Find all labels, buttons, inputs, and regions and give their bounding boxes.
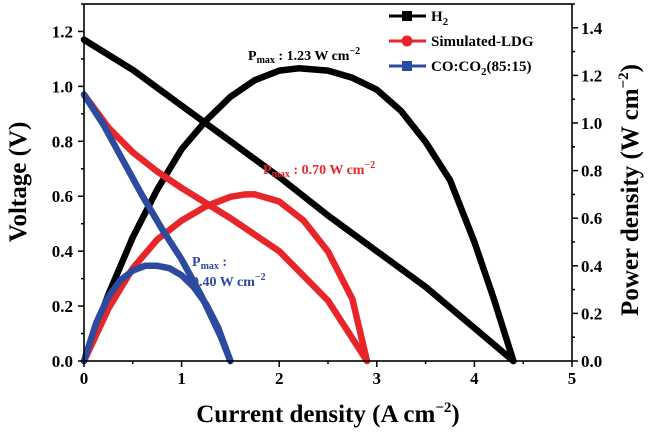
series-0-power-curve bbox=[80, 65, 517, 365]
pmax-annotation-co-value: 0.40 W cm−2 bbox=[192, 272, 266, 290]
x-tick-label: 2 bbox=[275, 369, 284, 388]
legend-marker-h2 bbox=[402, 11, 412, 21]
axis-ticks bbox=[78, 3, 578, 367]
x-axis-title-exp: −2 bbox=[435, 400, 451, 416]
legend-text-co: CO:CO2(85:15) bbox=[431, 59, 532, 78]
y-right-tick-label: 0.4 bbox=[581, 257, 603, 276]
x-tick-label: 4 bbox=[470, 369, 479, 388]
y-left-tick-label: 0.2 bbox=[52, 297, 73, 316]
x-tick-label: 0 bbox=[80, 369, 89, 388]
series-0-voltage-line bbox=[80, 36, 517, 365]
x-axis-title-close: ) bbox=[451, 401, 459, 428]
x-tick-label: 3 bbox=[373, 369, 382, 388]
y-left-tick-label: 1.2 bbox=[52, 22, 73, 41]
y-right-tick-label: 1.4 bbox=[581, 19, 603, 38]
y-left-tick-label: 0.0 bbox=[52, 352, 73, 371]
plot-lines bbox=[80, 36, 517, 365]
legend-text-ldg: Simulated-LDG bbox=[431, 34, 534, 50]
y-right-tick-label: 1.2 bbox=[581, 66, 602, 85]
x-tick-label: 5 bbox=[568, 369, 577, 388]
y-right-tick-label: 0.2 bbox=[581, 304, 602, 323]
legend-marker-co bbox=[402, 61, 412, 71]
y-left-tick-label: 0.8 bbox=[52, 132, 73, 151]
y-right-tick-label: 0.0 bbox=[581, 352, 602, 371]
tick-labels: 0 1 2 3 4 50.00.20.40.60.81.01.20.00.20.40.60… bbox=[52, 19, 603, 388]
y-axis-right-title-exp: −2 bbox=[616, 72, 632, 88]
pmax-annotation-h2: Pmax : 1.23 W cm−2 bbox=[248, 46, 360, 66]
x-axis-title: Current density (A cm−2) bbox=[196, 400, 460, 428]
y-left-tick-label: 1.0 bbox=[52, 77, 73, 96]
y-right-tick-label: 0.6 bbox=[581, 209, 602, 228]
legend-marker-ldg bbox=[401, 35, 413, 47]
y-axis-left-title: Voltage (V) bbox=[5, 122, 32, 243]
x-tick-label: 1 bbox=[177, 369, 186, 388]
y-axis-right-title-main: Power density (W cm bbox=[617, 88, 644, 316]
series-1-power-curve bbox=[80, 191, 371, 365]
series-1-voltage-line bbox=[80, 91, 371, 365]
pmax-annotation-co: Pmax : bbox=[192, 255, 227, 272]
y-axis-right-title: Power density (W cm−2) bbox=[616, 64, 644, 316]
pmax-annotation-ldg: Pmax : 0.70 W cm−2 bbox=[263, 160, 375, 180]
y-left-tick-label: 0.6 bbox=[52, 187, 73, 206]
y-right-tick-label: 0.8 bbox=[581, 162, 602, 181]
legend-text-h2: H2 bbox=[431, 9, 449, 28]
legend: H2 Simulated-LDG CO:CO2(85:15) bbox=[389, 9, 534, 78]
y-axis-right-title-close: ) bbox=[617, 64, 644, 72]
x-axis-title-main: Current density (A cm bbox=[196, 401, 435, 428]
series-2-power-curve bbox=[80, 262, 234, 365]
y-right-tick-label: 1.0 bbox=[581, 114, 602, 133]
y-left-tick-label: 0.4 bbox=[52, 242, 74, 261]
